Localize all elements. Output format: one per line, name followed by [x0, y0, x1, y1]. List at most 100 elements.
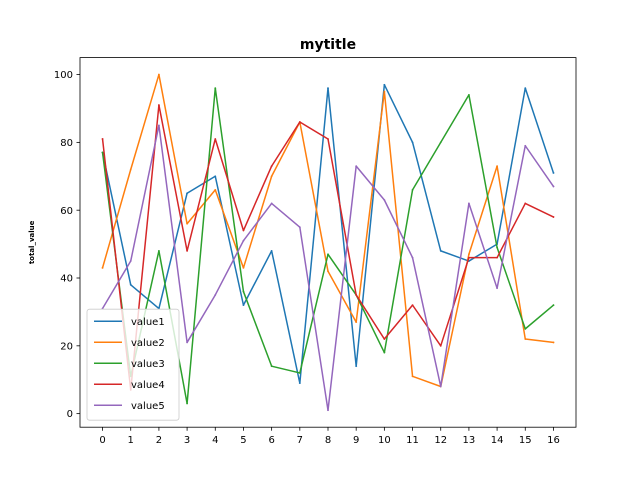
data-point-value5-2: [158, 124, 160, 127]
data-point-value2-14: [496, 165, 498, 168]
x-tick-label: 1: [128, 435, 134, 446]
x-tick-label: 3: [184, 435, 190, 446]
data-point-value4-0: [101, 138, 104, 140]
data-point-value2-13: [468, 253, 470, 256]
data-point-value2-1: [129, 168, 132, 171]
data-point-value3-12: [439, 141, 442, 144]
y-tick-label: 0: [67, 409, 73, 420]
data-point-value5-7: [298, 226, 301, 229]
data-point-value4-10: [383, 338, 386, 340]
y-tick-label: 100: [54, 70, 73, 81]
data-point-value3-10: [383, 351, 386, 354]
data-point-value5-11: [411, 256, 414, 259]
data-point-value5-8: [327, 409, 329, 412]
x-tick-label: 6: [268, 435, 274, 446]
data-point-value1-7: [298, 382, 301, 385]
y-axis: 0 20 40 60 80 100: [54, 70, 80, 420]
y-tick-label: 60: [60, 206, 73, 217]
data-point-value1-9: [355, 365, 358, 368]
data-point-value4-16: [552, 216, 555, 218]
data-point-value4-4: [214, 138, 217, 140]
data-point-value4-11: [411, 304, 414, 307]
x-tick-label: 12: [434, 435, 447, 446]
data-point-value5-5: [242, 239, 245, 242]
legend-label-value5: value5: [131, 401, 165, 412]
x-tick-label: 7: [297, 435, 303, 446]
x-tick-label: 11: [406, 435, 419, 446]
x-tick-label: 10: [378, 435, 391, 446]
data-point-value3-4: [214, 87, 217, 90]
data-point-value1-12: [439, 249, 442, 252]
data-point-value3-6: [270, 365, 273, 368]
data-point-value2-4: [214, 188, 217, 191]
data-point-value3-0: [101, 151, 104, 154]
x-tick-label: 0: [99, 435, 105, 446]
data-point-value4-15: [524, 202, 527, 205]
data-point-value4-13: [468, 256, 470, 259]
data-point-value2-10: [383, 90, 386, 93]
data-point-value2-6: [270, 175, 273, 178]
x-tick-label: 16: [547, 435, 560, 446]
x-tick-label: 9: [353, 435, 359, 446]
data-point-value5-3: [186, 341, 188, 344]
data-point-value3-15: [524, 327, 527, 330]
x-tick-label: 13: [463, 435, 476, 446]
data-point-value1-4: [214, 175, 217, 178]
data-point-value2-15: [524, 338, 527, 340]
data-point-value1-1: [129, 283, 132, 286]
x-axis: 0 1 2 3 4 5 6 7 8 9 10 11 12 13 14 15 16: [99, 427, 560, 446]
data-point-value1-11: [411, 141, 414, 144]
y-tick-label: 20: [60, 341, 73, 352]
y-tick-label: 80: [60, 138, 73, 149]
x-tick-label: 2: [156, 435, 162, 446]
x-tick-label: 15: [519, 435, 532, 446]
data-point-value1-15: [524, 87, 527, 90]
y-axis-label: total_value: [28, 220, 36, 264]
data-point-value3-13: [468, 94, 470, 96]
legend-label-value4: value4: [131, 380, 165, 391]
data-point-value4-3: [186, 249, 188, 252]
legend-label-value1: value1: [131, 317, 165, 328]
data-point-value3-5: [242, 290, 245, 293]
data-point-value5-1: [129, 260, 132, 262]
data-point-value5-13: [468, 202, 470, 205]
chart-title: mytitle: [300, 37, 356, 53]
data-point-value5-10: [383, 199, 386, 201]
data-point-value1-16: [552, 171, 555, 174]
legend: value1 value2 value3 value4 value5: [86, 308, 180, 421]
data-point-value5-15: [524, 144, 527, 147]
x-tick-label: 4: [212, 435, 218, 446]
data-point-value3-7: [298, 372, 301, 374]
data-point-value3-2: [158, 249, 160, 252]
data-point-value1-5: [242, 304, 245, 307]
legend-box: [86, 308, 180, 421]
data-point-value5-14: [496, 287, 498, 290]
data-point-value5-4: [214, 294, 217, 296]
data-point-value4-7: [298, 121, 301, 123]
data-point-value3-11: [411, 188, 414, 191]
data-point-value4-9: [355, 294, 358, 296]
data-point-value1-6: [270, 249, 273, 252]
legend-label-value3: value3: [131, 359, 165, 370]
data-point-value3-3: [186, 402, 188, 405]
data-point-value4-6: [270, 165, 273, 168]
legend-label-value2: value2: [131, 338, 165, 349]
data-point-value2-0: [101, 266, 104, 269]
data-point-value2-8: [327, 270, 329, 273]
data-point-value5-16: [552, 185, 555, 188]
data-point-value1-10: [383, 83, 386, 86]
data-point-value2-5: [242, 266, 245, 269]
data-point-value3-8: [327, 253, 329, 256]
data-point-value2-2: [158, 73, 160, 76]
data-point-value4-8: [327, 138, 329, 140]
data-point-value3-14: [496, 246, 498, 249]
x-tick-label: 14: [491, 435, 504, 446]
data-point-value4-12: [439, 344, 442, 347]
data-point-value5-6: [270, 202, 273, 205]
data-point-value5-12: [439, 385, 442, 388]
data-point-value4-5: [242, 229, 245, 232]
data-point-value1-3: [186, 192, 188, 195]
data-point-value2-3: [186, 222, 188, 225]
data-point-value1-8: [327, 87, 329, 90]
